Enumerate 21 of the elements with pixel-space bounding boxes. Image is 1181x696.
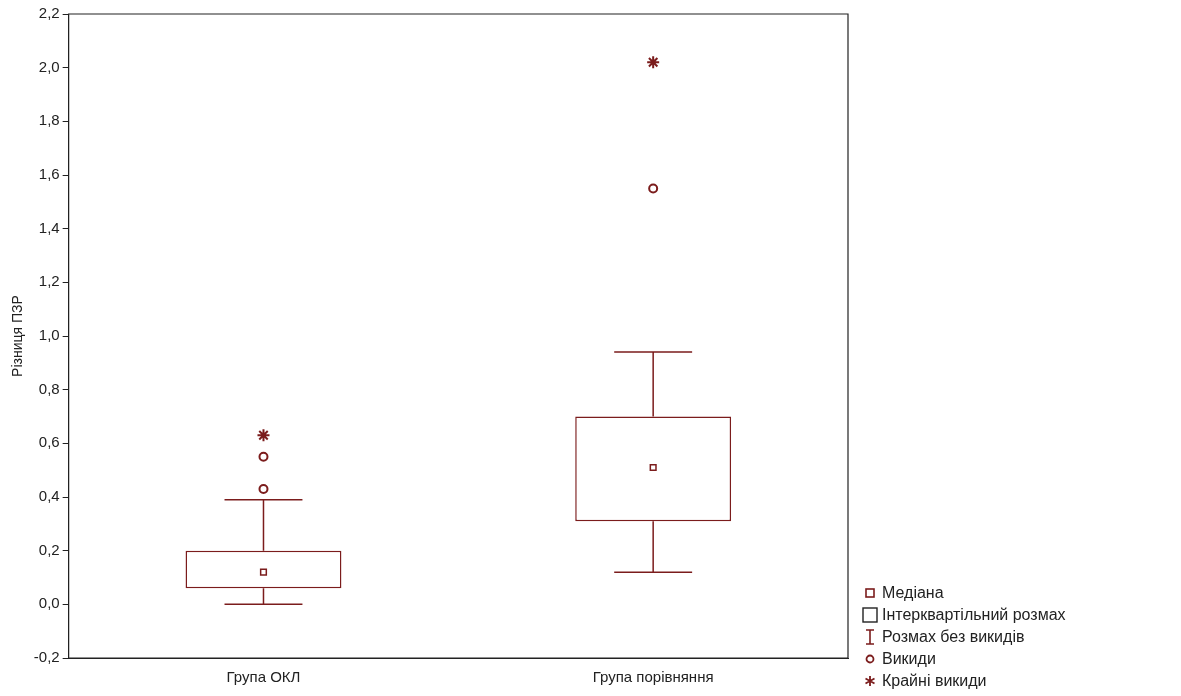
y-tick-label: 1,4	[38, 218, 60, 236]
text: Крайні викиди	[882, 671, 987, 691]
y-tick-label: 2,0	[38, 57, 60, 75]
y-tick-label: 0,6	[38, 433, 60, 451]
y-tick-label: 1,8	[38, 111, 60, 129]
y-tick-label: 1,2	[38, 272, 60, 290]
text: Розмах без викидів	[882, 627, 1025, 647]
y-tick-label: -0,2	[33, 648, 60, 666]
y-tick-label: 1,0	[38, 326, 60, 344]
y-tick-label: 1,6	[38, 165, 60, 183]
x-tick-label: Група порівняння	[592, 668, 714, 686]
y-axis-title: Різниця ПЗР	[9, 295, 26, 377]
text: Викиди	[882, 649, 936, 669]
text: Медіана	[882, 583, 944, 603]
y-tick-label: 2,2	[38, 4, 60, 22]
y-tick-label: 0,8	[38, 379, 60, 397]
y-tick-label: 0,0	[38, 594, 60, 612]
y-tick-label: 0,4	[38, 487, 60, 505]
x-tick-label: Група ОКЛ	[226, 668, 301, 686]
text: Інтерквартільний розмах	[882, 605, 1066, 625]
y-tick-label: 0,2	[38, 540, 60, 558]
